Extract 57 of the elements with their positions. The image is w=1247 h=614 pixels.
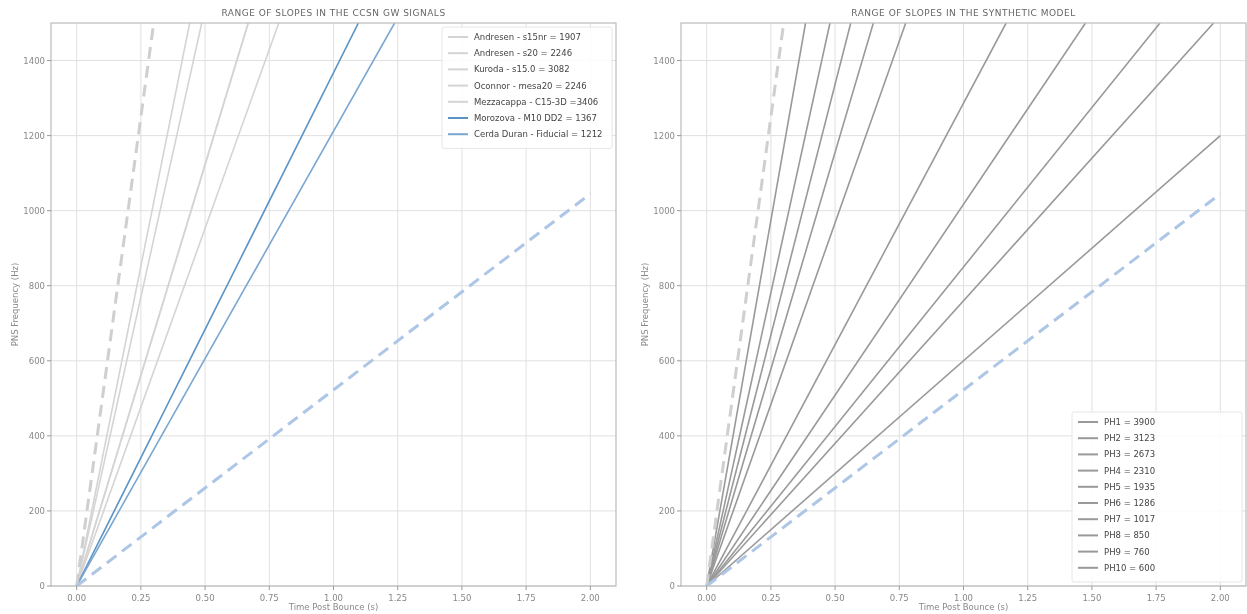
y-tick-label: 1400 bbox=[23, 55, 45, 66]
legend-label: PH8 = 850 bbox=[1104, 530, 1150, 541]
y-tick-label: 1000 bbox=[653, 205, 675, 216]
x-tick-label: 1.00 bbox=[324, 593, 343, 603]
y-tick-label: 0 bbox=[39, 581, 45, 591]
legend-label: Cerda Duran - Fiducial = 1212 bbox=[474, 129, 603, 140]
y-tick-label: 600 bbox=[658, 355, 675, 366]
x-axis-title: Time Post Bounce (s) bbox=[287, 602, 379, 612]
y-tick-label: 600 bbox=[28, 355, 45, 366]
legend-label: Oconnor - mesa20 = 2246 bbox=[474, 80, 587, 91]
y-tick-label: 1200 bbox=[23, 130, 45, 141]
x-tick-label: 1.50 bbox=[1082, 593, 1102, 603]
legend-label: Kuroda - s15.0 = 3082 bbox=[474, 64, 570, 75]
y-tick-label: 1200 bbox=[653, 130, 675, 141]
legend-label: PH2 = 3123 bbox=[1104, 433, 1156, 444]
legend-label: PH5 = 1935 bbox=[1104, 481, 1156, 492]
legend-label: Morozova - M10 DD2 = 1367 bbox=[474, 113, 597, 123]
y-tick-label: 200 bbox=[28, 505, 45, 516]
y-tick-label: 1400 bbox=[653, 55, 675, 66]
y-axis-title: PNS Frequency (Hz) bbox=[640, 262, 650, 347]
legend-label: PH3 = 2673 bbox=[1104, 449, 1156, 460]
x-tick-label: 0.25 bbox=[761, 593, 781, 603]
y-tick-label: 400 bbox=[28, 430, 45, 441]
legend-label: PH1 = 3900 bbox=[1104, 417, 1156, 427]
y-tick-label: 800 bbox=[28, 280, 45, 291]
y-tick-label: 400 bbox=[658, 430, 675, 441]
y-tick-label: 800 bbox=[658, 280, 675, 291]
x-tick-label: 0.50 bbox=[195, 593, 215, 603]
x-tick-label: 0.75 bbox=[889, 593, 909, 603]
chart-title: RANGE OF SLOPES IN THE CCSN GW SIGNALS bbox=[221, 8, 446, 18]
legend-label: PH6 = 1286 bbox=[1104, 498, 1156, 508]
legend-label: Andresen - s20 = 2246 bbox=[474, 48, 573, 59]
x-tick-label: 1.50 bbox=[452, 593, 472, 603]
chart-title: RANGE OF SLOPES IN THE SYNTHETIC MODEL bbox=[851, 8, 1076, 18]
legend-label: Andresen - s15nr = 1907 bbox=[474, 32, 581, 42]
x-axis-title: Time Post Bounce (s) bbox=[917, 602, 1009, 612]
x-tick-label: 0.50 bbox=[825, 593, 845, 603]
x-tick-label: 2.00 bbox=[580, 593, 600, 603]
x-tick-label: 1.25 bbox=[1018, 593, 1038, 603]
x-tick-label: 0.25 bbox=[131, 593, 151, 603]
y-axis-title: PNS Frequency (Hz) bbox=[10, 262, 20, 347]
legend-label: PH7 = 1017 bbox=[1104, 514, 1156, 525]
y-tick-label: 1000 bbox=[23, 205, 45, 216]
x-tick-label: 1.75 bbox=[516, 593, 536, 603]
x-tick-label: 1.00 bbox=[954, 593, 973, 603]
y-tick-label: 200 bbox=[658, 505, 675, 516]
x-tick-label: 0.75 bbox=[259, 593, 279, 603]
legend-label: PH9 = 760 bbox=[1104, 546, 1150, 557]
x-tick-label: 0.00 bbox=[697, 593, 717, 603]
legend-label: PH4 = 2310 bbox=[1104, 465, 1156, 476]
x-tick-label: 1.75 bbox=[1146, 593, 1166, 603]
y-tick-label: 0 bbox=[669, 581, 675, 591]
legend-label: Mezzacappa - C15-3D =3406 bbox=[474, 96, 599, 107]
x-tick-label: 2.00 bbox=[1210, 593, 1230, 603]
legend-label: PH10 = 600 bbox=[1104, 562, 1156, 573]
x-tick-label: 0.00 bbox=[67, 593, 87, 603]
x-tick-label: 1.25 bbox=[388, 593, 408, 603]
